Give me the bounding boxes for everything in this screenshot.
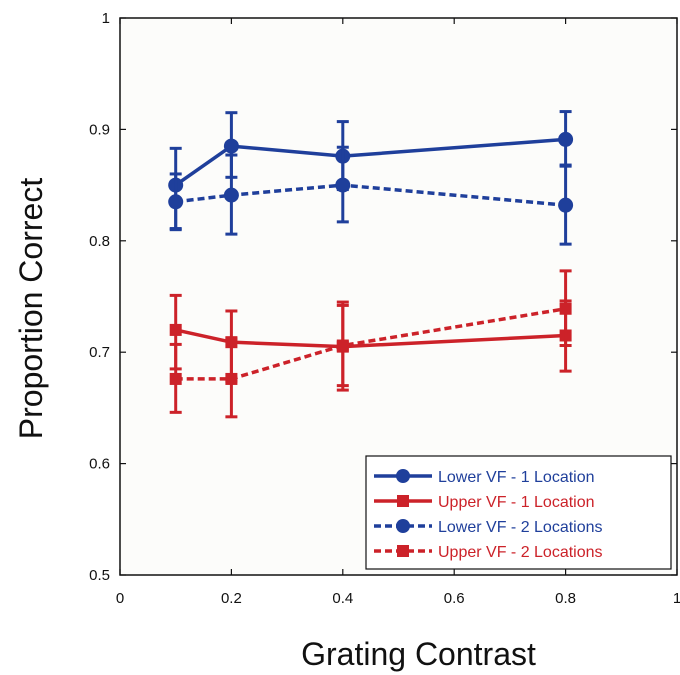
x-tick-label: 0.6 [444, 590, 465, 607]
legend-item: Lower VF - 1 Location [374, 469, 595, 486]
y-tick-label: 0.7 [89, 344, 110, 361]
data-point [558, 131, 574, 147]
data-point [558, 197, 574, 213]
legend: Lower VF - 1 Location Upper VF - 1 Locati… [365, 455, 672, 570]
series-line [175, 183, 566, 207]
series-line [175, 328, 566, 349]
x-tick-label: 0.2 [221, 590, 242, 607]
y-tick-label: 0.8 [89, 233, 110, 250]
legend-marker [396, 519, 410, 533]
x-tick-label: 0.8 [555, 590, 576, 607]
y-axis-ticks: 0.5 0.6 0.7 0.8 0.9 1 [89, 10, 677, 584]
legend-label: Lower VF - 2 Locations [438, 519, 603, 536]
data-point [559, 302, 572, 315]
x-tick-label: 0.4 [332, 590, 353, 607]
legend-item: Upper VF - 1 Location [374, 494, 595, 511]
legend-label: Upper VF - 1 Location [438, 494, 595, 511]
x-tick-label: 1 [673, 590, 680, 607]
series-line [175, 307, 566, 381]
data-point [335, 177, 351, 193]
series-4 [169, 269, 572, 419]
series-layer [168, 110, 574, 419]
y-tick-label: 0.5 [89, 567, 110, 584]
series-line [174, 137, 566, 187]
y-axis-title: Proportion Correct [13, 178, 49, 440]
data-point [169, 372, 182, 385]
legend-label: Upper VF - 2 Locations [438, 544, 603, 561]
legend-marker [396, 469, 410, 483]
data-point [169, 323, 182, 336]
legend-item: Lower VF - 2 Locations [374, 519, 603, 536]
y-tick-label: 0.6 [89, 456, 110, 473]
data-point [225, 372, 238, 385]
legend-marker [397, 545, 409, 557]
legend-marker [397, 495, 409, 507]
legend-label: Lower VF - 1 Location [438, 469, 595, 486]
legend-item: Upper VF - 2 Locations [374, 544, 603, 561]
data-point [168, 194, 184, 210]
y-tick-label: 0.9 [89, 121, 110, 138]
y-tick-label: 1 [102, 10, 110, 27]
series-3 [168, 145, 574, 246]
data-point [336, 339, 349, 352]
data-point [223, 187, 239, 203]
x-tick-label: 0 [116, 590, 124, 607]
x-axis-title: Grating Contrast [301, 636, 536, 672]
x-axis-ticks: 0 0.2 0.4 0.6 0.8 1 [116, 18, 680, 607]
data-point [223, 138, 239, 154]
